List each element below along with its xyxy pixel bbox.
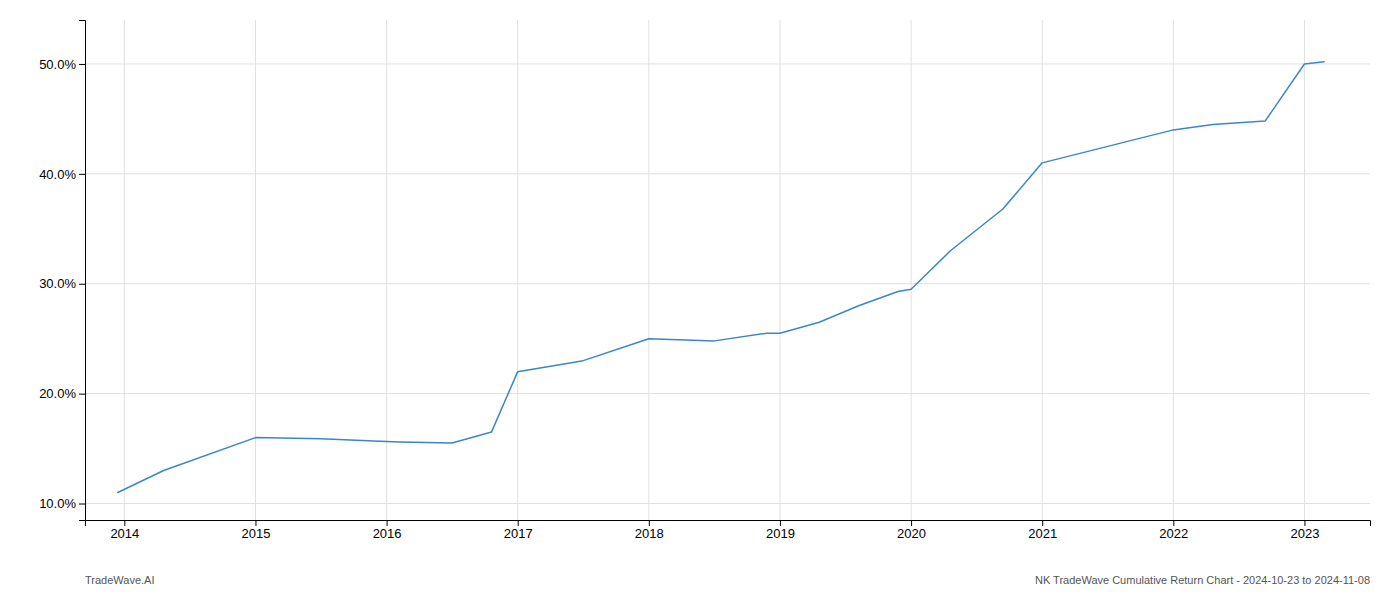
y-tick-label: 30.0% xyxy=(39,276,76,291)
y-tick: 30.0% xyxy=(39,276,85,291)
x-tick-mark xyxy=(255,520,256,526)
grid-line-x xyxy=(1042,20,1043,520)
marks xyxy=(118,62,1324,493)
grid-line-y xyxy=(85,283,1370,284)
grid-line-y xyxy=(85,63,1370,64)
x-tick-label: 2014 xyxy=(110,526,139,541)
x-tick-mark xyxy=(1042,520,1043,526)
grid-line-x xyxy=(255,20,256,520)
y-tick-mark xyxy=(79,504,85,505)
grid-line-x xyxy=(911,20,912,520)
x-tick-label: 2015 xyxy=(241,526,270,541)
x-tick-label: 2017 xyxy=(504,526,533,541)
x-tick: 2017 xyxy=(504,520,533,541)
y-tick-mark xyxy=(79,174,85,175)
y-tick-mark xyxy=(79,284,85,285)
x-tick-label: 2022 xyxy=(1159,526,1188,541)
x-tick: 2014 xyxy=(110,520,139,541)
y-tick-mark xyxy=(79,394,85,395)
grid-line-x xyxy=(124,20,125,520)
footer-text: TradeWave.AI xyxy=(85,574,155,586)
x-tick: 2015 xyxy=(241,520,270,541)
y-tick-label: 10.0% xyxy=(39,496,76,511)
y-tick: 40.0% xyxy=(39,167,85,182)
y-tick: 10.0% xyxy=(39,496,85,511)
x-tick-label: 2020 xyxy=(897,526,926,541)
x-tick: 2019 xyxy=(766,520,795,541)
x-tick: 2018 xyxy=(635,520,664,541)
x-tick: 2016 xyxy=(373,520,402,541)
y-axis-line xyxy=(79,21,86,521)
grid-line-x xyxy=(386,20,387,520)
grid-line-x xyxy=(517,20,518,520)
y-tick-label: 50.0% xyxy=(39,57,76,72)
y-tick-label: 20.0% xyxy=(39,386,76,401)
x-axis: 2014 2015 2016 2017 2018 2019 2020 2021 2022 2023 xyxy=(86,520,1371,541)
grid-line-x xyxy=(1304,20,1305,520)
x-tick-mark xyxy=(649,520,650,526)
line xyxy=(118,62,1324,493)
grid xyxy=(85,20,1370,520)
x-tick: 2022 xyxy=(1159,520,1188,541)
x-tick-label: 2016 xyxy=(373,526,402,541)
x-axis-line xyxy=(86,521,1371,527)
x-tick-label: 2021 xyxy=(1028,526,1057,541)
y-tick-mark xyxy=(79,64,85,65)
grid-line-y xyxy=(85,393,1370,394)
footer: TradeWave.AI NK TradeWave Cumulative Retu… xyxy=(85,574,1370,586)
grid-line-y xyxy=(85,503,1370,504)
x-tick-mark xyxy=(124,520,125,526)
x-tick: 2020 xyxy=(897,520,926,541)
x-tick-mark xyxy=(1304,520,1305,526)
x-tick: 2021 xyxy=(1028,520,1057,541)
y-axis: 10.0% 20.0% 30.0% 40.0% 50.0% xyxy=(39,21,85,521)
x-tick-mark xyxy=(780,520,781,526)
x-tick-mark xyxy=(387,520,388,526)
footer-text: NK TradeWave Cumulative Return Chart - 2… xyxy=(1035,574,1370,586)
grid-line-x xyxy=(779,20,780,520)
y-tick: 50.0% xyxy=(39,57,85,72)
chart: 2014 2015 2016 2017 2018 2019 2020 2021 2022 2023… xyxy=(0,0,1400,600)
x-tick-mark xyxy=(1173,520,1174,526)
y-tick-label: 40.0% xyxy=(39,167,76,182)
x-tick-label: 2023 xyxy=(1290,526,1319,541)
y-tick: 20.0% xyxy=(39,386,85,401)
x-tick-mark xyxy=(911,520,912,526)
grid-line-y xyxy=(85,173,1370,174)
plot-area: 2014 2015 2016 2017 2018 2019 2020 2021 2022 2023… xyxy=(39,20,1370,541)
x-tick-label: 2018 xyxy=(635,526,664,541)
grid-line-x xyxy=(1173,20,1174,520)
grid-line-x xyxy=(648,20,649,520)
x-tick-label: 2019 xyxy=(766,526,795,541)
x-tick-mark xyxy=(518,520,519,526)
x-tick: 2023 xyxy=(1290,520,1319,541)
